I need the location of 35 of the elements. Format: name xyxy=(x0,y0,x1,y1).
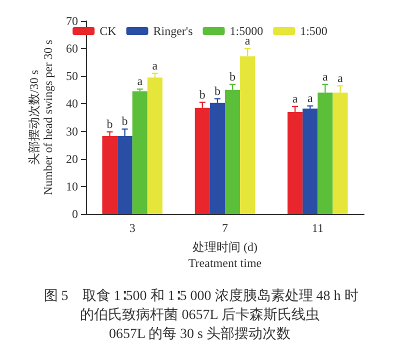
data-label: b xyxy=(199,87,206,102)
y-tick-label: 70 xyxy=(66,14,78,28)
data-label: a xyxy=(338,70,344,85)
y-tick-label: 60 xyxy=(66,42,78,56)
text: 的伯氏致病杆菌 0657L 后卡森斯氏线虫 xyxy=(80,307,320,323)
y-tick-label: 40 xyxy=(66,96,78,111)
y-tick-label: 50 xyxy=(66,69,78,84)
data-label: a xyxy=(307,90,314,105)
y-tick-label: 0 xyxy=(72,207,78,221)
bar xyxy=(210,102,225,214)
bar xyxy=(147,78,162,214)
y-tick-label: 20 xyxy=(66,152,78,166)
legend-label: 1:500 xyxy=(300,24,328,38)
y-axis-title: 头部摆动次数/30 s Number of head swings per 30 s xyxy=(27,40,56,196)
y-tick-label: 30 xyxy=(66,124,78,138)
y-tick-label: 10 xyxy=(66,179,78,194)
text: 0657L 的每 30 s 头部摆动次数 xyxy=(109,326,290,342)
x-tick-label: 11 xyxy=(312,221,324,235)
data-label: b xyxy=(106,116,113,131)
bar xyxy=(302,108,318,214)
data-label: a xyxy=(322,69,329,84)
caption: 图 5 取食 1∶500 和 1∶5 000 浓度胰岛素处理 48 h 时 xyxy=(44,288,358,304)
x-axis-title: 处理时间 (d) Treatment time xyxy=(188,240,262,270)
data-label: b xyxy=(214,84,220,98)
data-label: b xyxy=(230,69,236,84)
bar xyxy=(102,136,118,214)
data-label: a xyxy=(137,74,144,88)
data-label: b xyxy=(122,114,128,128)
x-tick-label: 7 xyxy=(222,221,228,235)
data-label: a xyxy=(152,58,158,72)
x-tick-label: 3 xyxy=(129,221,136,235)
bar xyxy=(132,91,148,214)
legend-label: CK xyxy=(100,24,117,38)
legend-label: Ringer's xyxy=(153,24,194,38)
data-label: a xyxy=(292,91,298,106)
